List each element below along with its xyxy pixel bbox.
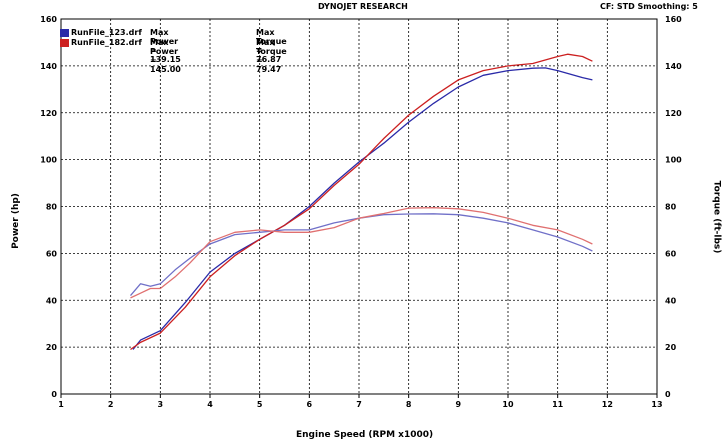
legend-max-torque: Max Torque = 79.47 [256,38,287,74]
y-tick-label-right: 120 [665,109,682,118]
legend-max-power: Max Power = 145.00 [150,38,181,74]
y-tick-label-left: 60 [46,249,58,258]
x-tick-label: 12 [602,400,613,409]
y-tick-label-left: 80 [46,203,58,212]
x-tick-label: 11 [552,400,564,409]
y-tick-label-right: 60 [665,249,677,258]
legend-max-torque: Max Torque = 76.87 [256,28,287,64]
legend-entry-run-123: RunFile_123.drf Max Power = 139.15 Max T… [60,28,287,64]
legend-file: RunFile_123.drf [71,28,142,37]
x-tick-label: 8 [406,400,412,409]
x-tick-label: 3 [158,400,164,409]
y-tick-label-right: 0 [665,390,671,399]
series-line-torque-123 [130,213,593,297]
y-tick-label-right: 100 [665,156,682,165]
y-tick-label-right: 140 [665,62,682,71]
series-line-torque-182 [130,207,593,299]
x-tick-label: 2 [108,400,114,409]
x-tick-label: 6 [307,400,313,409]
x-tick-label: 13 [651,400,662,409]
y-tick-label-left: 120 [40,109,57,118]
y-tick-label-left: 20 [46,343,58,352]
x-tick-label: 7 [356,400,362,409]
y-tick-label-left: 160 [40,15,57,24]
y-tick-label-right: 80 [665,203,677,212]
x-tick-label: 4 [207,400,213,409]
series-line-power-123 [132,67,593,350]
legend-file: RunFile_182.drf [71,38,142,47]
series-line-power-182 [130,53,593,351]
y-tick-label-right: 160 [665,15,682,24]
y-tick-label-left: 100 [40,156,57,165]
y-tick-label-left: 140 [40,62,57,71]
y-tick-label-left: 0 [51,390,57,399]
x-axis-label: Engine Speed (RPM x1000) [296,430,434,440]
legend-swatch-red [60,39,69,47]
header-settings: CF: STD Smoothing: 5 [600,2,698,11]
legend-entry-run-182: RunFile_182.drf Max Power = 145.00 Max T… [60,38,287,74]
y-tick-label-right: 20 [665,343,677,352]
x-tick-label: 5 [257,400,263,409]
x-tick-label: 9 [456,400,462,409]
header-title: DYNOJET RESEARCH [318,2,408,11]
y-axis-label-left: Power (hp) [10,193,21,249]
y-tick-label-right: 40 [665,296,677,305]
y-axis-label-right: Torque (ft-lbs) [711,180,722,254]
x-tick-label: 1 [58,400,64,409]
legend-max-power: Max Power = 139.15 [150,28,181,64]
legend-swatch-blue [60,29,69,37]
y-tick-label-left: 40 [46,296,58,305]
x-tick-label: 10 [502,400,514,409]
